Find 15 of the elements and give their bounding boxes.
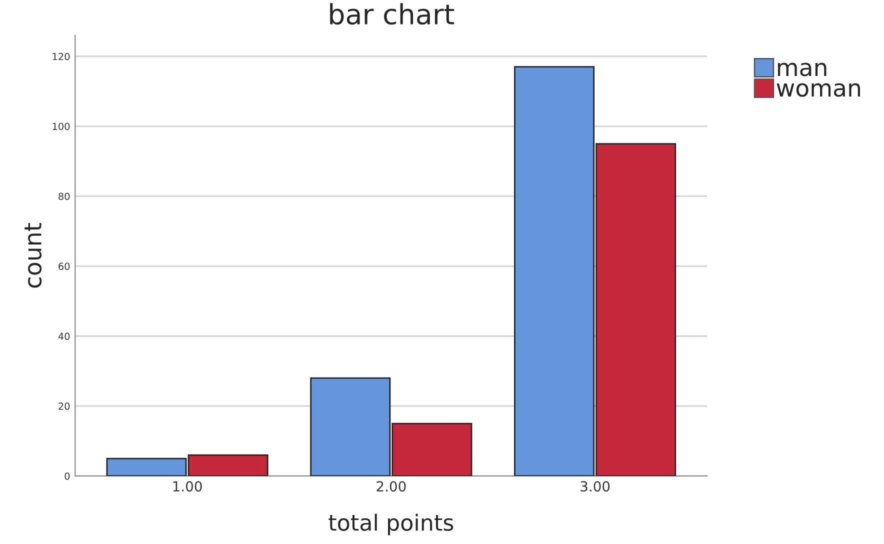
y-tick-label: 60	[58, 262, 70, 270]
x-tick-label: 1.00	[173, 481, 202, 492]
x-tick-label: 2.00	[376, 481, 406, 492]
legend-label: woman	[776, 83, 860, 97]
y-tick-label: 0	[64, 472, 70, 480]
y-tick-label: 120	[52, 52, 70, 60]
legend-label: man	[778, 62, 826, 76]
x-axis-title: total points	[328, 514, 454, 536]
y-tick-label: 100	[52, 122, 70, 130]
y-axis-title: count	[24, 222, 42, 288]
y-tick-label: 80	[58, 192, 70, 200]
chart-title: bar chart	[330, 3, 454, 25]
x-tick-label: 3.00	[580, 481, 610, 492]
y-tick-label: 40	[58, 332, 70, 340]
y-tick-label: 20	[58, 402, 70, 410]
